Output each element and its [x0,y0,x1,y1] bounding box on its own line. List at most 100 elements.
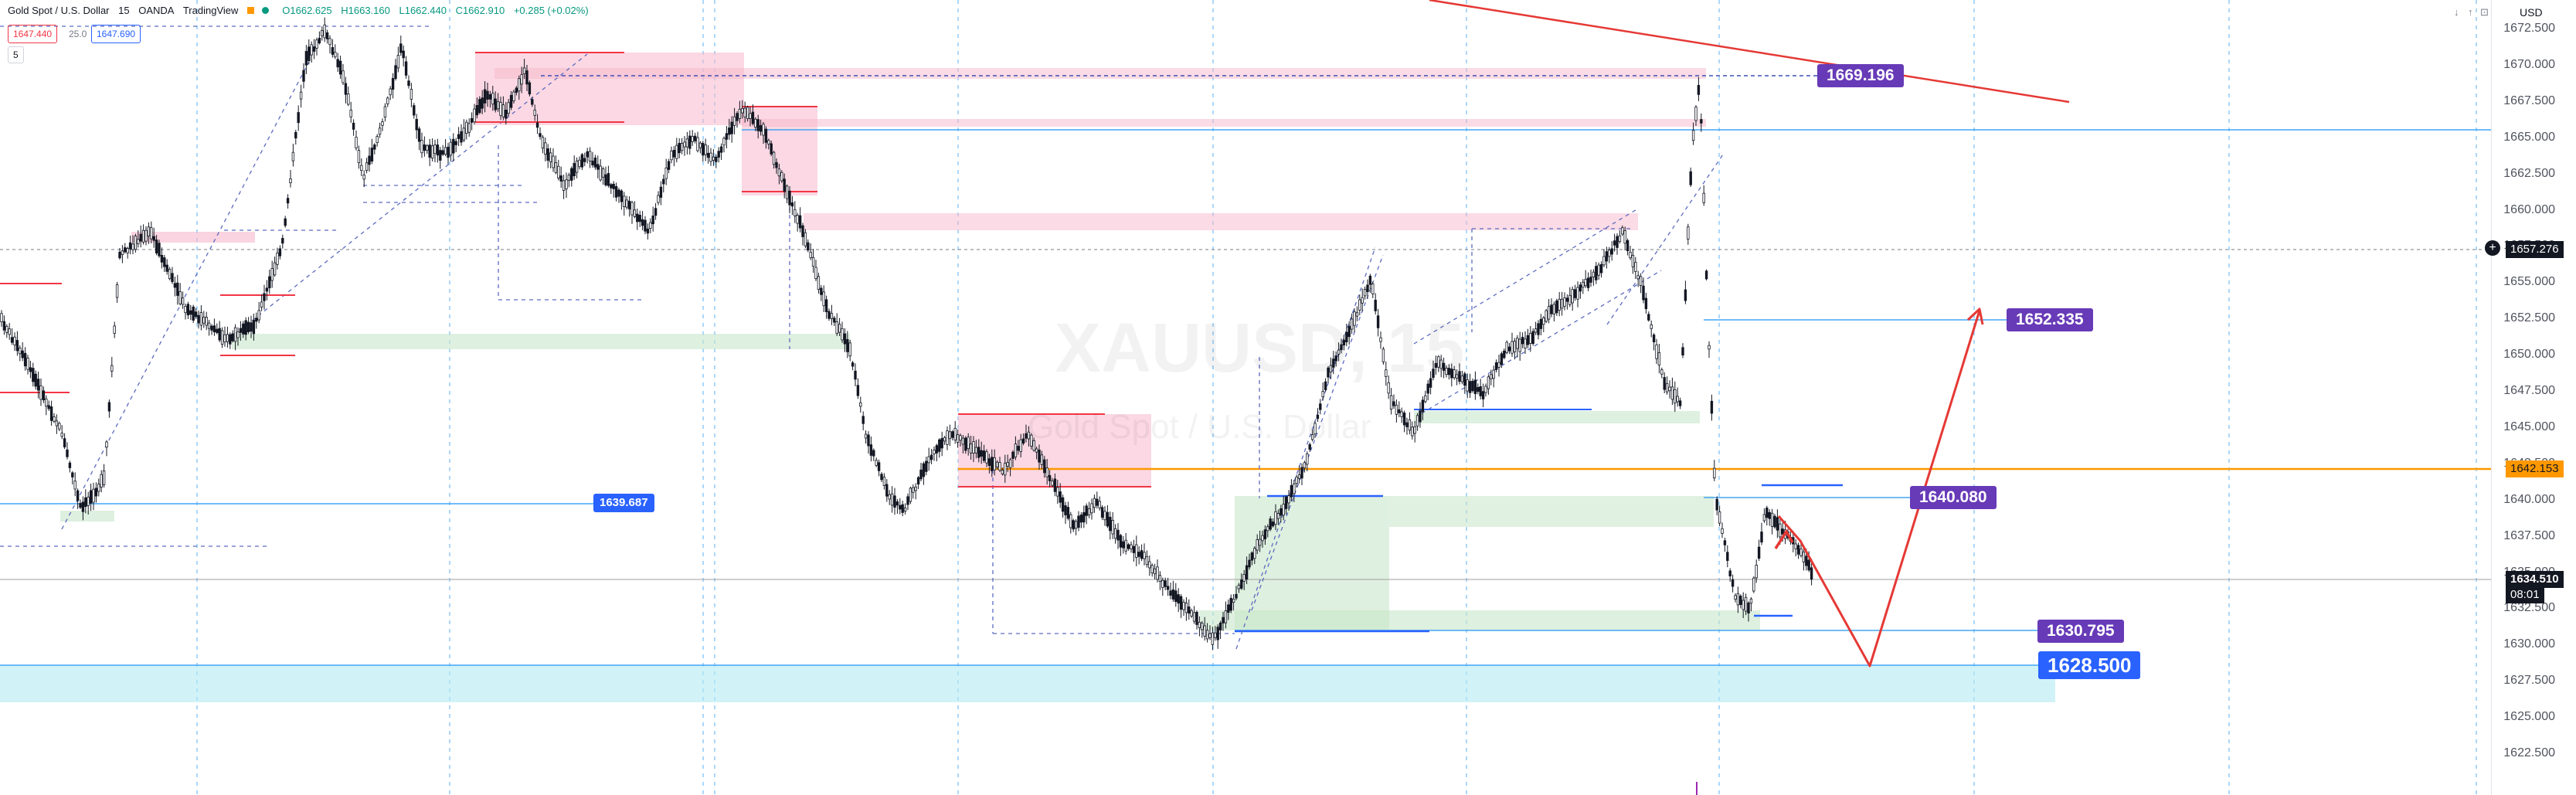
candle-body [1460,375,1464,382]
candle-body [746,107,749,120]
candle-body [1542,317,1545,325]
candle-body [1130,544,1133,549]
target-down-price-label[interactable]: 1628.500 [2038,651,2141,679]
maximize-button[interactable]: ⊡ [2480,6,2489,18]
candle-body [113,325,116,334]
candle-body [875,460,878,466]
candle-body [685,138,689,148]
candle-body [811,257,815,267]
candle-body [365,162,369,172]
candle-body [1744,596,1748,612]
candle-body [19,348,22,355]
candle-body [1253,548,1256,559]
projection-small [1774,528,1794,549]
pivot-price-label[interactable]: 1640.080 [1910,486,1997,509]
candle-body [467,123,471,133]
candle-body [368,155,371,165]
price-axis[interactable]: USD 1672.500 1670.000 1667.500 1665.000 1662… [2491,0,2576,795]
candle-body [801,225,804,237]
candle-body [1313,423,1317,435]
scroll-up-button[interactable]: ↑ [2468,6,2473,18]
candle-body [1184,603,1188,613]
supply-zone [494,68,1706,79]
candle-body [163,257,166,267]
candle-body [601,168,605,178]
dashed-helper-lines [0,25,1724,650]
candle-body [664,167,668,179]
candle-body [552,155,555,168]
candle-body [767,140,770,144]
currency-selector[interactable]: USD [2520,6,2543,19]
candle-body [1602,256,1606,266]
candle-body [1589,277,1592,283]
buy-price-button[interactable]: 1647.690 [91,25,141,43]
candle-body [1505,341,1508,353]
candle-body [612,183,615,189]
target-up-price-label[interactable]: 1652.335 [2007,308,2093,331]
candle-body [470,117,474,123]
candle-body [505,109,508,119]
candle-body [415,119,418,131]
add-alert-icon[interactable]: + [2485,240,2500,256]
supply-zone [742,119,1706,127]
candle-body [439,150,442,161]
candle-body [515,87,518,93]
candle-body [128,242,132,250]
interval-box[interactable]: 5 [8,46,24,63]
candle-body [877,462,881,471]
candle-body [1043,459,1046,474]
sell-price-button[interactable]: 1647.440 [8,25,58,43]
candle-body [139,233,142,242]
candle-body [1631,255,1635,267]
resistance-price-label[interactable]: 1669.196 [1817,64,1904,87]
candle-body [58,423,61,430]
price-chart[interactable] [0,0,2491,795]
candle-body [604,174,607,185]
candle-body [562,180,566,191]
ohlc-high: H1663.160 [341,5,390,16]
candle-body [817,276,821,290]
candle-body [1563,297,1566,307]
left-level-price-label[interactable]: 1639.687 [593,494,654,512]
candle-body [1004,463,1007,476]
candle-body [1334,355,1337,362]
candle-body [1805,555,1808,566]
candle-body [1122,541,1125,549]
candle-body [373,144,376,150]
candle-body [499,102,502,116]
candle-body [1676,396,1679,403]
candle-body [1310,434,1314,440]
candle-body [1182,602,1185,610]
chart-pane[interactable]: XAUUSD, 15 Gold Spot / U.S. Dollar Gold … [0,0,2491,795]
candle-body [1657,352,1661,365]
candle-body [178,290,182,304]
candle-body [961,437,965,445]
candle-body [670,151,673,161]
candle-body [851,362,855,367]
scroll-down-button[interactable]: ↓ [2454,6,2459,18]
interval-label[interactable]: 15 [118,5,130,16]
candle-body [1715,498,1718,511]
candle-body [92,488,95,503]
support-price-label[interactable]: 1630.795 [2037,620,2124,643]
candle-body [1069,514,1072,528]
candle-body [494,98,497,110]
candle-body [620,190,624,202]
candle-body [770,143,773,155]
candle-body [45,398,48,407]
candle-body [229,334,232,345]
candle-body [150,227,153,240]
candle-body [1306,454,1309,465]
candle-body [184,306,187,314]
candle-body [1158,575,1162,583]
candle-body [980,450,983,457]
candle-body [715,156,718,162]
candle-body [325,32,329,39]
candle-body [323,24,326,39]
candle-body [654,208,658,216]
candle-body [596,164,600,170]
symbol-name[interactable]: Gold Spot / U.S. Dollar [8,5,110,16]
candle-body [899,505,902,510]
candle-body [1201,623,1204,630]
candle-body [1739,596,1742,605]
